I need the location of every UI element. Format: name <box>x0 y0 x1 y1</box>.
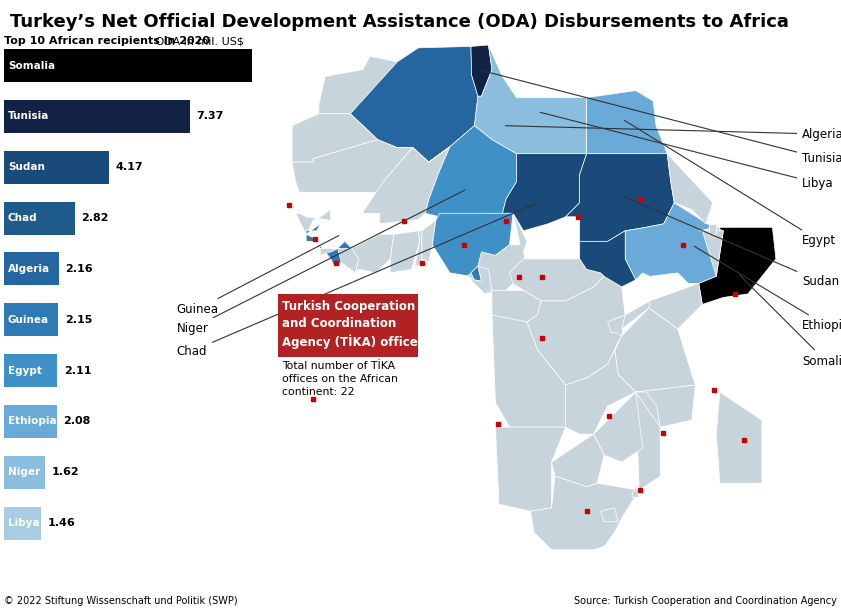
Polygon shape <box>338 248 359 273</box>
Polygon shape <box>292 114 378 162</box>
Text: Somalia: Somalia <box>8 60 55 71</box>
Polygon shape <box>699 227 720 231</box>
Polygon shape <box>587 90 667 154</box>
Polygon shape <box>600 508 618 522</box>
Polygon shape <box>306 234 352 266</box>
Polygon shape <box>699 227 776 304</box>
Polygon shape <box>510 259 604 301</box>
Polygon shape <box>502 154 587 231</box>
Polygon shape <box>495 427 566 511</box>
Polygon shape <box>594 392 643 462</box>
Text: Guinea: Guinea <box>177 236 339 316</box>
Text: Chad: Chad <box>8 213 38 223</box>
Text: 2.15: 2.15 <box>65 315 92 325</box>
Text: 1.62: 1.62 <box>51 467 79 477</box>
Text: Sudan: Sudan <box>624 197 839 288</box>
Text: Sudan: Sudan <box>8 163 45 172</box>
Bar <box>4 151 109 184</box>
Text: Total number of TİKA
offices on the African
continent: 22: Total number of TİKA offices on the Afri… <box>282 360 398 397</box>
Polygon shape <box>709 224 717 234</box>
Text: 2.82: 2.82 <box>82 213 109 223</box>
Polygon shape <box>531 476 639 550</box>
Text: 1.46: 1.46 <box>47 518 75 528</box>
Bar <box>278 294 418 357</box>
Polygon shape <box>667 154 713 224</box>
Text: Tunisia: Tunisia <box>481 70 841 165</box>
Text: © 2022 Stiftung Wissenschaft und Politik (SWP): © 2022 Stiftung Wissenschaft und Politik… <box>4 596 238 606</box>
Text: Tunisia: Tunisia <box>8 111 50 122</box>
Text: Ethiopia: Ethiopia <box>8 417 56 426</box>
Polygon shape <box>426 126 516 217</box>
Polygon shape <box>390 231 420 273</box>
Polygon shape <box>415 231 422 266</box>
Polygon shape <box>702 227 723 276</box>
Polygon shape <box>608 315 625 336</box>
Polygon shape <box>468 266 492 294</box>
Bar <box>4 507 41 540</box>
Polygon shape <box>621 301 653 329</box>
Polygon shape <box>636 385 696 490</box>
Text: Libya: Libya <box>8 518 40 528</box>
Text: Ethiopia: Ethiopia <box>694 246 841 332</box>
Polygon shape <box>320 248 338 255</box>
Polygon shape <box>615 308 696 392</box>
Text: Source: Turkish Cooperation and Coordination Agency: Source: Turkish Cooperation and Coordina… <box>574 596 837 606</box>
Text: 2.11: 2.11 <box>64 365 91 376</box>
Text: Somalia: Somalia <box>739 275 841 368</box>
Polygon shape <box>432 213 513 276</box>
Bar <box>4 303 59 336</box>
Polygon shape <box>717 392 762 483</box>
Text: Turkey’s Net Official Development Assistance (ODA) Disbursements to Africa: Turkey’s Net Official Development Assist… <box>10 13 789 31</box>
Polygon shape <box>362 147 450 224</box>
Polygon shape <box>296 210 331 234</box>
Text: Niger: Niger <box>8 467 40 477</box>
Text: Libya: Libya <box>540 112 833 190</box>
Text: Algeria: Algeria <box>505 126 841 141</box>
Text: 25.98: 25.98 <box>214 60 249 71</box>
Bar <box>4 100 190 133</box>
Bar <box>4 354 57 387</box>
Text: 4.17: 4.17 <box>116 163 143 172</box>
Polygon shape <box>422 221 436 262</box>
Bar <box>4 456 45 489</box>
Text: Egypt: Egypt <box>8 365 42 376</box>
Polygon shape <box>474 45 587 154</box>
Text: Egypt: Egypt <box>624 120 836 247</box>
Polygon shape <box>552 434 604 487</box>
Text: Top 10 African recipients in 2020: Top 10 African recipients in 2020 <box>4 37 210 46</box>
Polygon shape <box>608 315 625 329</box>
Text: Turkish Cooperation
and Coordination
Agency (TİKA) offices: Turkish Cooperation and Coordination Age… <box>282 299 425 349</box>
Polygon shape <box>471 45 492 96</box>
Polygon shape <box>292 140 413 192</box>
Text: 2.08: 2.08 <box>63 417 90 426</box>
Polygon shape <box>579 231 636 287</box>
Polygon shape <box>632 487 639 497</box>
Polygon shape <box>649 284 702 329</box>
Text: Chad: Chad <box>177 204 535 357</box>
Bar <box>4 405 56 438</box>
Polygon shape <box>492 290 541 329</box>
Polygon shape <box>625 203 723 284</box>
Text: 7.37: 7.37 <box>197 111 224 122</box>
Bar <box>4 252 59 285</box>
Bar <box>4 49 252 82</box>
Polygon shape <box>492 315 566 427</box>
Polygon shape <box>319 56 429 117</box>
Text: Guinea: Guinea <box>8 315 49 325</box>
Polygon shape <box>566 154 674 241</box>
Text: 2.16: 2.16 <box>65 264 93 274</box>
Text: Niger: Niger <box>177 190 465 335</box>
Polygon shape <box>471 266 481 281</box>
Text: Algeria: Algeria <box>8 264 50 274</box>
Text: ODA in mil. US$: ODA in mil. US$ <box>152 37 244 46</box>
Polygon shape <box>351 46 478 162</box>
Polygon shape <box>636 392 660 427</box>
Polygon shape <box>306 224 320 234</box>
Polygon shape <box>468 213 527 294</box>
Polygon shape <box>352 234 394 273</box>
Bar <box>4 202 76 235</box>
Polygon shape <box>566 336 636 434</box>
Polygon shape <box>527 276 625 385</box>
